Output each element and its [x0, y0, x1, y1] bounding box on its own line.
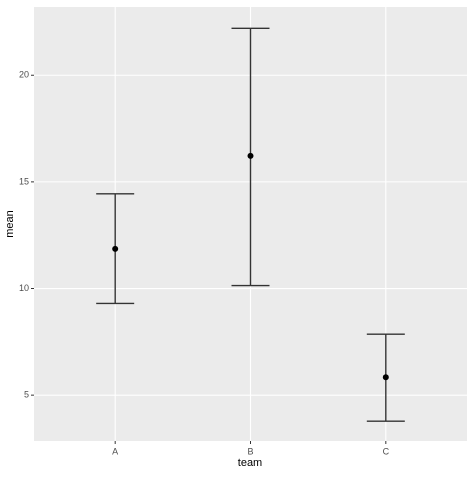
x-tick-label: B — [247, 446, 253, 456]
y-tick-label: 5 — [24, 390, 29, 400]
y-tick-label: 15 — [19, 176, 29, 186]
mean-point — [382, 374, 389, 381]
mean-point — [112, 245, 119, 252]
x-tick-label: C — [383, 446, 390, 456]
y-axis-label: mean — [4, 210, 16, 238]
y-tick-label: 20 — [19, 70, 29, 80]
mean-point — [247, 152, 254, 159]
x-tick-label: A — [112, 446, 118, 456]
x-axis-label: team — [238, 457, 262, 469]
y-tick-label: 10 — [19, 283, 29, 293]
